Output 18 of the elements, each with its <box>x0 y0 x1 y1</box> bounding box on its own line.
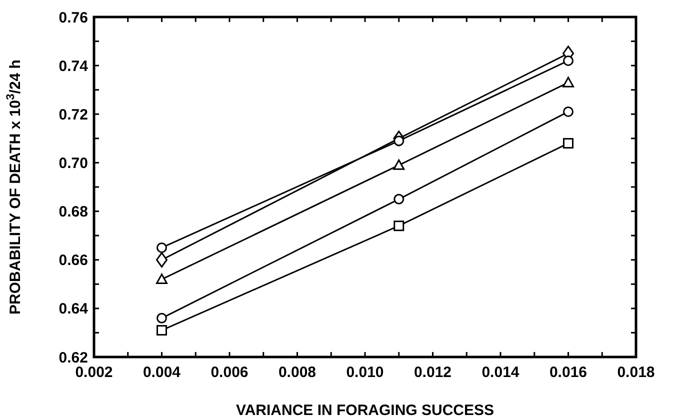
y-tick-label: 0.74 <box>58 58 89 75</box>
y-tick-label: 0.68 <box>58 204 88 221</box>
y-tick-label: 0.62 <box>58 349 88 366</box>
x-tick-label: 0.018 <box>617 364 655 381</box>
x-tick-label: 0.004 <box>142 364 182 381</box>
y-tick-label: 0.66 <box>58 252 88 270</box>
x-tick-label: 0.014 <box>482 364 520 381</box>
x-tick-label: 0.008 <box>278 364 316 381</box>
x-tick-label: 0.002 <box>75 364 113 381</box>
y-tick-label: 0.64 <box>58 300 89 318</box>
x-tick-label: 0.012 <box>414 364 452 381</box>
x-tick-label: 0.006 <box>210 364 248 381</box>
x-tick-label: 0.010 <box>346 364 384 381</box>
x-tick-label: 0.016 <box>549 364 588 381</box>
y-tick-label: 0.72 <box>58 106 88 124</box>
y-tick-label: 0.70 <box>58 154 88 172</box>
y-tick-label: 0.76 <box>58 9 88 26</box>
x-axis-title: VARIANCE IN FORAGING SUCCESS <box>236 402 494 419</box>
